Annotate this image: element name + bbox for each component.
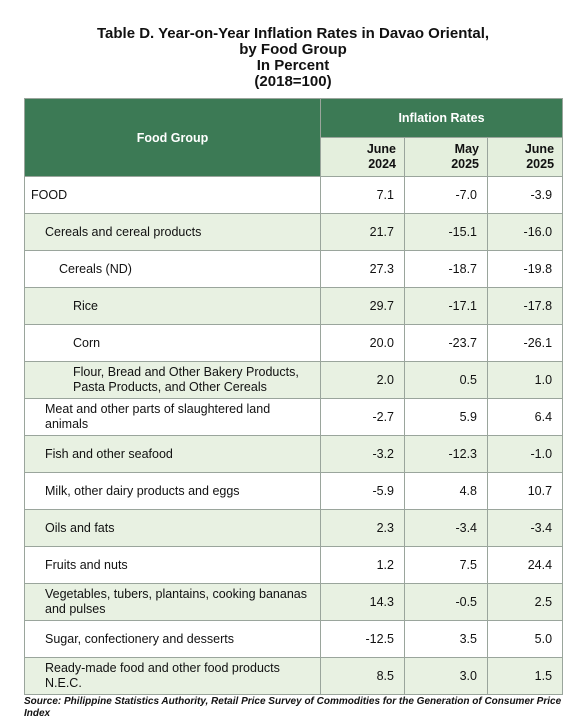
value-cell: 3.5 <box>404 620 488 658</box>
value-cell: -1.0 <box>486 435 564 473</box>
title: Table D. Year-on-Year Inflation Rates in… <box>0 26 586 90</box>
column-header-line: 2025 <box>526 157 555 171</box>
value-cell: -12.3 <box>404 435 488 473</box>
table-row: Flour, Bread and Other Bakery Products, … <box>24 361 564 399</box>
inflation-table: Food Group Inflation Rates June 2024 May 20… <box>24 98 564 695</box>
row-label: FOOD <box>24 176 321 214</box>
row-label: Cereals and cereal products <box>24 213 321 251</box>
row-label: Milk, other dairy products and eggs <box>24 472 321 510</box>
value-cell: 4.8 <box>404 472 488 510</box>
title-line: by Food Group <box>239 41 347 58</box>
value-cell: -23.7 <box>404 324 488 362</box>
value-cell: -15.1 <box>404 213 488 251</box>
value-cell: 29.7 <box>320 287 405 325</box>
value-cell: 24.4 <box>486 546 564 584</box>
value-cell: -12.5 <box>320 620 405 658</box>
column-header-line: June <box>366 142 396 156</box>
value-cell: 5.9 <box>404 398 488 436</box>
column-header: June 2024 <box>320 137 405 177</box>
title-line: (2018=100) <box>254 73 332 90</box>
row-label: Ready-made food and other food products … <box>24 657 321 695</box>
column-header-line: 2025 <box>451 157 479 171</box>
row-label: Rice <box>24 287 321 325</box>
value-cell: 6.4 <box>486 398 564 436</box>
value-cell: -3.4 <box>404 509 488 547</box>
value-cell: -3.2 <box>320 435 405 473</box>
value-cell: -7.0 <box>404 176 488 214</box>
value-cell: 2.0 <box>320 361 405 399</box>
table-row: Oils and fats 2.3 -3.4 -3.4 <box>24 509 564 547</box>
value-cell: 5.0 <box>486 620 564 658</box>
value-cell: 21.7 <box>320 213 405 251</box>
value-cell: 0.5 <box>404 361 488 399</box>
row-label: Sugar, confectionery and desserts <box>24 620 321 658</box>
value-cell: -16.0 <box>486 213 564 251</box>
column-header-line: 2024 <box>368 157 396 171</box>
value-cell: -3.9 <box>486 176 564 214</box>
column-header-line: June <box>524 142 555 156</box>
value-cell: -18.7 <box>404 250 488 288</box>
value-cell: 27.3 <box>320 250 405 288</box>
row-label: Meat and other parts of slaughtered land… <box>24 398 321 436</box>
value-cell: 20.0 <box>320 324 405 362</box>
table-row: Fruits and nuts 1.2 7.5 24.4 <box>24 546 564 584</box>
table-row: Rice 29.7 -17.1 -17.8 <box>24 287 564 325</box>
value-cell: -0.5 <box>404 583 488 621</box>
value-cell: -3.4 <box>486 509 564 547</box>
column-header: May 2025 <box>404 137 488 177</box>
group-header: Inflation Rates <box>319 98 564 138</box>
value-cell: 8.5 <box>320 657 405 695</box>
row-label: Flour, Bread and Other Bakery Products, … <box>24 361 321 399</box>
table-row: Fish and other seafood -3.2 -12.3 -1.0 <box>24 435 564 473</box>
table-row: Corn 20.0 -23.7 -26.1 <box>24 324 564 362</box>
table-row: Vegetables, tubers, plantains, cooking b… <box>24 583 564 621</box>
value-cell: -2.7 <box>320 398 405 436</box>
table-row: Milk, other dairy products and eggs -5.9 4… <box>24 472 564 510</box>
row-label: Fruits and nuts <box>24 546 321 584</box>
value-cell: 7.5 <box>404 546 488 584</box>
column-header-line: May <box>454 142 479 156</box>
title-line: Table D. Year-on-Year Inflation Rates in… <box>96 25 490 42</box>
value-cell: 7.1 <box>320 176 405 214</box>
table-row: Ready-made food and other food products … <box>24 657 564 695</box>
title-line: In Percent <box>256 57 330 74</box>
value-cell: 10.7 <box>486 472 564 510</box>
value-cell: 1.0 <box>486 361 564 399</box>
value-cell: -17.8 <box>486 287 564 325</box>
table-row: FOOD 7.1 -7.0 -3.9 <box>24 176 564 214</box>
value-cell: -19.8 <box>486 250 564 288</box>
table-row: Sugar, confectionery and desserts -12.5 3.… <box>24 620 564 658</box>
table-row: Cereals and cereal products 21.7 -15.1 -16.… <box>24 213 564 251</box>
value-cell: 3.0 <box>404 657 488 695</box>
value-cell: -5.9 <box>320 472 405 510</box>
value-cell: -26.1 <box>486 324 564 362</box>
source-note: Source: Philippine Statistics Authority,… <box>24 696 562 719</box>
row-label: Fish and other seafood <box>24 435 321 473</box>
value-cell: 2.3 <box>320 509 405 547</box>
column-header: Food Group <box>24 98 321 177</box>
value-cell: 1.2 <box>320 546 405 584</box>
row-label: Vegetables, tubers, plantains, cooking b… <box>24 583 321 621</box>
table-row: Cereals (ND) 27.3 -18.7 -19.8 <box>24 250 564 288</box>
row-label: Cereals (ND) <box>24 250 321 288</box>
row-label: Oils and fats <box>24 509 321 547</box>
value-cell: 2.5 <box>486 583 564 621</box>
value-cell: 14.3 <box>320 583 405 621</box>
value-cell: 1.5 <box>486 657 564 695</box>
column-header: June 2025 <box>486 137 564 177</box>
table-row: Meat and other parts of slaughtered land… <box>24 398 564 436</box>
value-cell: -17.1 <box>404 287 488 325</box>
row-label: Corn <box>24 324 321 362</box>
